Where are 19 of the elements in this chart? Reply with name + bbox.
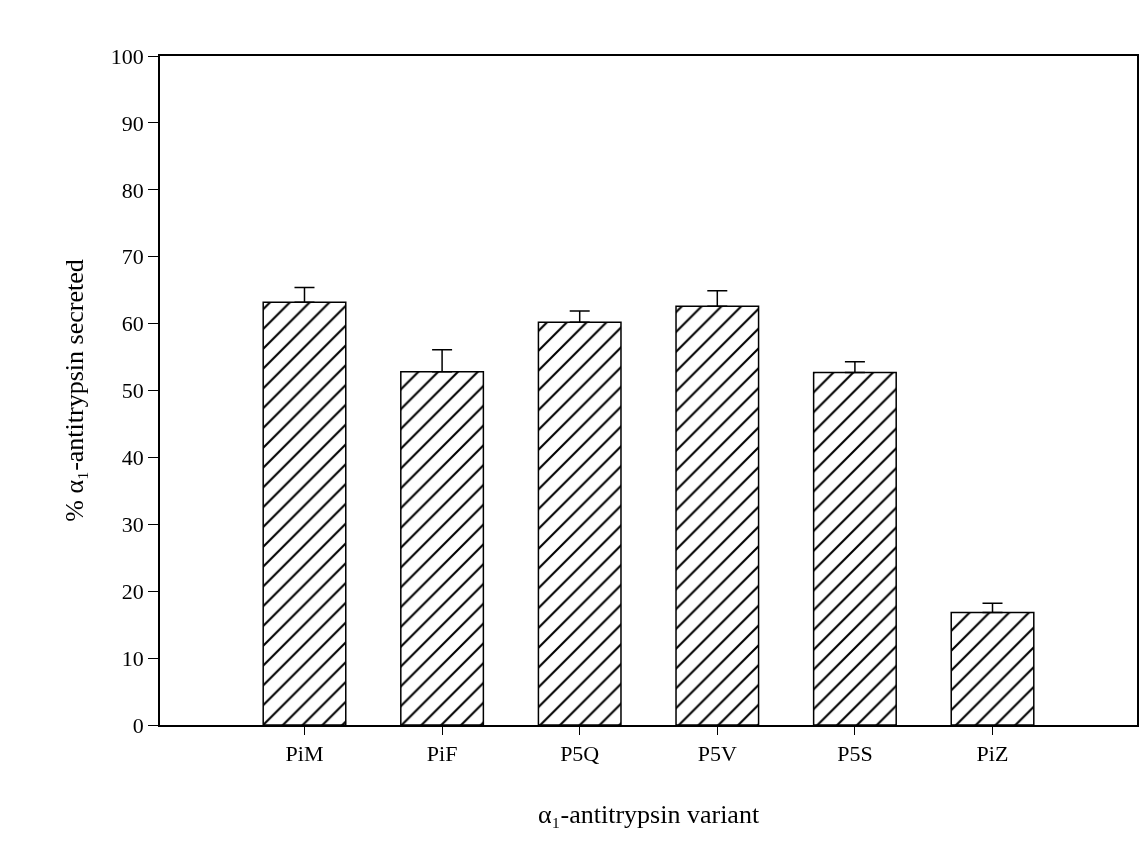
y-tick-label: 60 xyxy=(121,311,144,337)
x-tick-label: P5Q xyxy=(560,741,600,767)
y-tick-label: 40 xyxy=(121,445,144,471)
x-tick-label: PiM xyxy=(285,741,324,767)
y-tick-label: 70 xyxy=(121,244,144,270)
x-tick-label: PiZ xyxy=(976,741,1009,767)
x-tick-label: P5V xyxy=(697,741,737,767)
y-tick-label: 20 xyxy=(121,578,144,604)
y-tick-label: 100 xyxy=(110,43,144,69)
x-tick-label: P5S xyxy=(837,741,873,767)
y-tick-label: 10 xyxy=(121,645,144,671)
y-tick-label: 50 xyxy=(121,378,144,404)
y-tick-label: 90 xyxy=(121,110,144,136)
x-tick-label: PiF xyxy=(426,741,458,767)
x-axis-title: α₁-antitrypsin variant xyxy=(537,800,760,830)
y-tick-label: 0 xyxy=(132,712,144,738)
y-axis-title: % α₁-antitrypsin secreted xyxy=(59,259,89,522)
y-tick-label: 80 xyxy=(121,177,144,203)
y-tick-label: 30 xyxy=(121,512,144,537)
